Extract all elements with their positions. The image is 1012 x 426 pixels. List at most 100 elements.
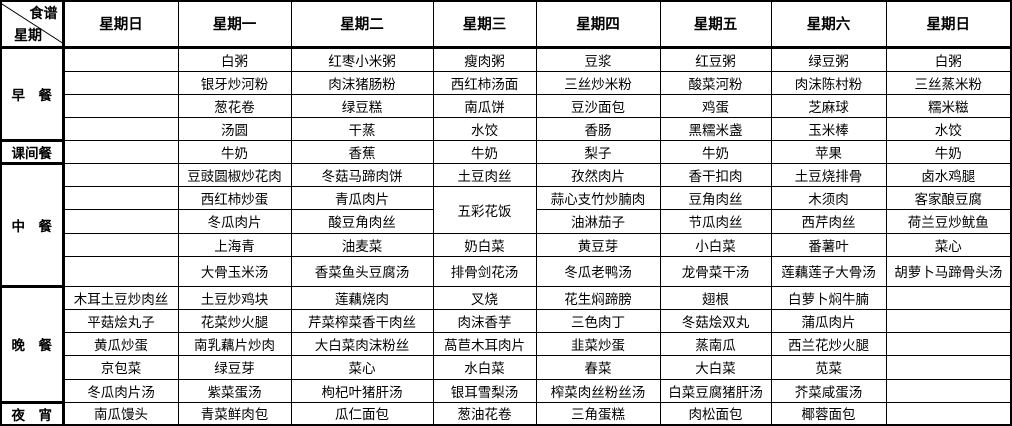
table-row: 夜 宵南瓜馒头 青菜鲜肉包 瓜仁面包 葱油花卷 三角蛋糕 肉松面包 椰蓉面包 xyxy=(0,401,1012,426)
meal-rows: 早 餐白粥 红枣小米粥 瘦肉粥 豆浆 红豆粥 绿豆粥 白粥 银牙炒河粉 肉沫猪肠粉 西红柿汤面 三丝… xyxy=(0,46,1012,426)
dish-cell: 绿豆粥 xyxy=(770,46,887,72)
dish-cell: 酸菜河粉 xyxy=(659,70,772,95)
dish-cell: 黑糯米盏 xyxy=(659,116,772,141)
dish-cell: 肉沫香芋 xyxy=(432,308,537,333)
dish-cell: 西红柿汤面 xyxy=(432,70,537,95)
dish-cell: 小白菜 xyxy=(659,232,772,257)
dish-cell: 春菜 xyxy=(535,354,661,380)
dish-cell: 排骨剑花汤 xyxy=(432,255,537,287)
dish-cell: 枸杞叶猪肝汤 xyxy=(290,378,434,403)
dish-cell: 银耳雪梨汤 xyxy=(432,378,537,403)
day-header: 星期五 xyxy=(659,0,772,49)
dish-cell: 三丝炒米粉 xyxy=(535,70,661,95)
table-row: 黄瓜炒蛋 南乳藕片炒肉 大白菜肉沫粉丝 萵苣木耳肉片 韭菜炒蛋 蒸南瓜 西兰花炒火腿 xyxy=(1,331,1012,356)
day-header: 星期二 xyxy=(290,0,434,49)
meal-section-label: 课间餐 xyxy=(0,139,65,165)
dish-cell xyxy=(885,331,1012,356)
day-header: 星期日 xyxy=(62,0,179,49)
dish-cell: 白菜豆腐猪肝汤 xyxy=(659,378,772,403)
table-row: 京包菜 绿豆芽 菜心 水白菜 春菜 大白菜 苋菜 xyxy=(1,354,1012,380)
dish-cell: 油麦菜 xyxy=(290,232,434,257)
dish-cell: 牛奶 xyxy=(432,139,537,164)
meal-section-label: 早 餐 xyxy=(0,46,65,142)
dish-cell xyxy=(885,378,1012,403)
dish-cell: 翅根 xyxy=(659,285,772,310)
dish-cell: 玉米棒 xyxy=(770,116,887,141)
dish-cell: 瓜仁面包 xyxy=(290,401,434,426)
dish-cell xyxy=(62,116,179,141)
dish-cell: 油淋茄子 xyxy=(535,208,661,234)
dish-cell xyxy=(62,232,179,257)
dish-cell: 干蒸 xyxy=(290,116,434,141)
dish-cell: 白粥 xyxy=(177,46,292,72)
table-row: 冬瓜肉片汤 紫菜蛋汤 枸杞叶猪肝汤 银耳雪梨汤 榨菜肉丝粉丝汤 白菜豆腐猪肝汤 芥菜咸蛋汤 xyxy=(1,378,1012,403)
table-row: 中 餐 豆豉圆椒炒花肉 冬菇马蹄肉饼 土豆肉丝 孜然肉片 香干扣肉 土豆烧排骨 卤水鸡腿 xyxy=(0,162,1012,288)
dish-cell: 三角蛋糕 xyxy=(535,401,661,426)
dish-cell: 三色肉丁 xyxy=(535,308,661,333)
dish-cell: 萵苣木耳肉片 xyxy=(432,331,537,356)
dish-cell: 番薯叶 xyxy=(770,232,887,257)
table-row: 晚 餐木耳土豆炒肉丝 土豆炒鸡块 莲藕烧肉 叉烧 花生焖蹄膀 翅根 白萝卜焖牛腩 xyxy=(0,285,1012,404)
corner-header: 食谱 星期 xyxy=(0,0,65,49)
dish-cell xyxy=(62,208,179,234)
table-row: 早 餐白粥 红枣小米粥 瘦肉粥 豆浆 红豆粥 绿豆粥 白粥 xyxy=(0,46,1012,142)
dish-cell: 冬菇烩双丸 xyxy=(659,308,772,333)
dish-cell: 水饺 xyxy=(432,116,537,141)
dish-cell: 苹果 xyxy=(770,139,887,164)
dish-cell: 冬瓜肉片汤 xyxy=(62,378,179,403)
dish-cell: 平菇烩丸子 xyxy=(62,308,179,333)
table-row: 大骨玉米汤 香菜鱼头豆腐汤 排骨剑花汤 冬瓜老鸭汤 龙骨菜干汤 莲藕莲子大骨汤 胡萝卜马蹄骨… xyxy=(1,255,1012,287)
dish-cell: 西红柿炒蛋 xyxy=(177,185,292,210)
dish-cell xyxy=(62,46,179,72)
dish-cell: 冬瓜肉片 xyxy=(177,208,292,234)
dish-cell: 肉沫陈村粉 xyxy=(770,70,887,95)
dish-cell: 青菜鲜肉包 xyxy=(177,401,292,426)
dish-cell xyxy=(885,285,1012,310)
dish-cell: 南乳藕片炒肉 xyxy=(177,331,292,356)
day-header: 星期四 xyxy=(535,0,661,49)
dish-cell: 苋菜 xyxy=(770,354,887,380)
dish-cell: 豆角肉丝 xyxy=(659,185,772,210)
table-row: 上海青 油麦菜 奶白菜 黄豆芽 小白菜 番薯叶 菜心 xyxy=(1,232,1012,257)
dish-cell: 黄瓜炒蛋 xyxy=(62,331,179,356)
day-header: 星期六 xyxy=(770,0,887,49)
dish-cell: 蒸南瓜 xyxy=(659,331,772,356)
meal-section-label: 晚 餐 xyxy=(0,285,65,404)
dish-cell: 菜心 xyxy=(290,354,434,380)
dish-cell: 蒜心支竹炒腩肉 xyxy=(535,185,661,210)
dish-cell: 红豆粥 xyxy=(659,46,772,72)
dish-cell: 梨子 xyxy=(535,139,661,164)
dish-cell xyxy=(62,70,179,95)
dish-cell: 红枣小米粥 xyxy=(290,46,434,72)
dish-cell: 鸡蛋 xyxy=(659,93,772,118)
dish-cell: 花生焖蹄膀 xyxy=(535,285,661,310)
dish-cell: 芹菜榨菜香干肉丝 xyxy=(290,308,434,333)
dish-cell xyxy=(885,401,1012,426)
dish-cell xyxy=(62,139,179,164)
table-row: 葱花卷 绿豆糕 南瓜饼 豆沙面包 鸡蛋 芝麻球 糯米糍 xyxy=(1,93,1012,118)
dish-cell: 豆沙面包 xyxy=(535,93,661,118)
dish-cell: 银牙炒河粉 xyxy=(177,70,292,95)
dish-cell: 胡萝卜马蹄骨头汤 xyxy=(885,255,1012,287)
table-row: 汤圆 干蒸 水饺 香肠 黑糯米盏 玉米棒 水饺 xyxy=(1,116,1012,141)
day-header: 星期一 xyxy=(177,0,292,49)
dish-cell: 蒲瓜肉片 xyxy=(770,308,887,333)
dish-cell: 土豆肉丝 xyxy=(432,162,537,187)
table-row: 课间餐 牛奶 香蕉 牛奶 梨子 牛奶 苹果 牛奶 xyxy=(0,139,1012,165)
dish-cell: 青瓜肉片 xyxy=(290,185,434,210)
dish-cell: 白粥 xyxy=(885,46,1012,72)
dish-cell: 白萝卜焖牛腩 xyxy=(770,285,887,310)
dish-cell: 卤水鸡腿 xyxy=(885,162,1012,187)
dish-cell: 南瓜饼 xyxy=(432,93,537,118)
dish-cell: 莲藕烧肉 xyxy=(290,285,434,310)
dish-cell: 南瓜馒头 xyxy=(62,401,179,426)
dish-cell: 绿豆糕 xyxy=(290,93,434,118)
corner-top-label: 食谱 xyxy=(29,6,58,22)
dish-cell: 肉沫猪肠粉 xyxy=(290,70,434,95)
dish-cell: 芝麻球 xyxy=(770,93,887,118)
dish-cell: 黄豆芽 xyxy=(535,232,661,257)
dish-cell: 荷兰豆炒鱿鱼 xyxy=(885,208,1012,234)
dish-cell: 葱油花卷 xyxy=(432,401,537,426)
dish-cell xyxy=(62,185,179,210)
